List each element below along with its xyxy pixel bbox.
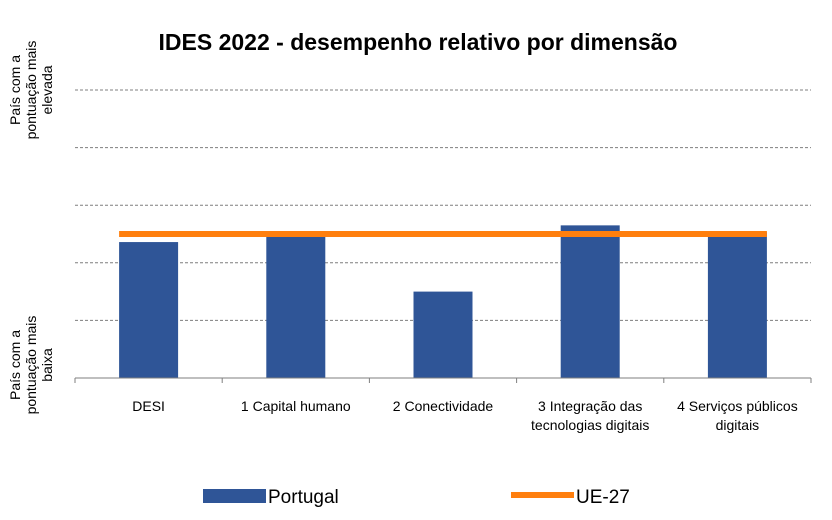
x-tick-label: 4 Serviços públicos digitais <box>677 398 798 433</box>
y-label-top-text: País com apontuação maiselevada <box>7 41 55 140</box>
x-tick-label: 3 Integração das tecnologias digitais <box>531 398 649 433</box>
grid-lines <box>75 89 811 321</box>
x-tick-label-line: 4 Serviços públicos <box>677 398 798 414</box>
y-label-bottom-line: País com a <box>7 330 23 400</box>
chart-title: IDES 2022 - desempenho relativo por dime… <box>159 29 678 55</box>
x-tick-label-line: digitais <box>716 417 760 433</box>
bar-4 <box>560 225 620 378</box>
y-label-bottom-line: baixa <box>39 348 55 382</box>
x-tick-label: 1 Capital humano <box>241 398 351 414</box>
bar-2 <box>266 234 326 378</box>
legend-swatch-portugal <box>203 489 266 503</box>
y-label-top-line: pontuação mais <box>23 41 39 140</box>
x-tick-labels: DESI 1 Capital humano 2 Conectividade 3 Int… <box>132 398 797 433</box>
y-label-top-line: País com a <box>7 55 23 125</box>
x-tick-label-line: 2 Conectividade <box>393 398 494 414</box>
bar-5 <box>707 232 767 378</box>
legend-label-eu27: UE-27 <box>576 487 630 508</box>
x-tick-label-line: tecnologias digitais <box>531 417 649 433</box>
bar-3 <box>413 291 473 378</box>
y-label-top: País com apontuação maiselevada <box>7 41 55 140</box>
y-label-bottom: País com apontuação maisbaixa <box>7 316 55 415</box>
x-tick-label-line: DESI <box>132 398 165 414</box>
y-label-bottom-text: País com apontuação maisbaixa <box>7 316 55 415</box>
legend-label-portugal: Portugal <box>268 487 339 508</box>
legend: Portugal UE-27 <box>203 487 630 508</box>
x-axis <box>74 377 812 383</box>
y-label-bottom-line: pontuação mais <box>23 316 39 415</box>
bar-1 <box>119 242 179 378</box>
x-tick-label: DESI <box>132 398 165 414</box>
x-tick-label-line: 1 Capital humano <box>241 398 351 414</box>
x-tick-label-line: 3 Integração das <box>538 398 642 414</box>
y-label-top-line: elevada <box>39 65 55 114</box>
x-tick-label: 2 Conectividade <box>393 398 494 414</box>
portugal-bars <box>119 225 767 378</box>
